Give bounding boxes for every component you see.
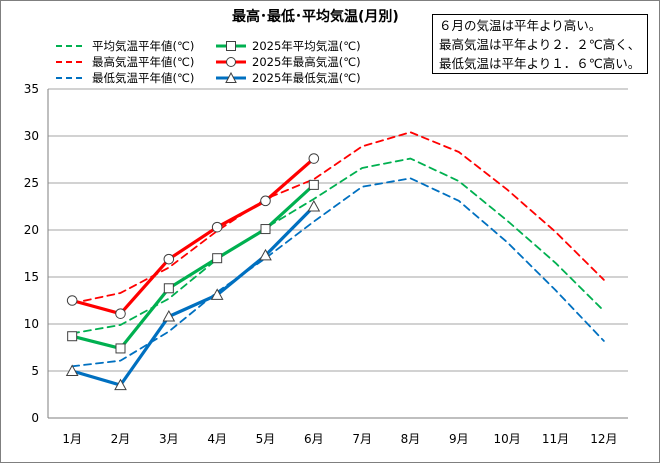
x-tick-label-2: 2月 bbox=[111, 432, 131, 446]
marker-series-3-month-2 bbox=[115, 308, 126, 319]
y-tick-label-30: 30 bbox=[24, 129, 39, 143]
chart-title: 最高･最低･平均気温(月別) bbox=[232, 9, 399, 25]
marker-series-3-month-5 bbox=[260, 195, 271, 207]
series-line-4 bbox=[71, 177, 605, 368]
legend-swatch-max-2025 bbox=[216, 57, 246, 67]
legend-label-min-normal: 最低気温平年値(℃) bbox=[92, 71, 195, 85]
x-tick-label-12: 12月 bbox=[590, 432, 617, 446]
y-tick-label-35: 35 bbox=[24, 82, 39, 96]
series-line-2 bbox=[71, 131, 605, 305]
x-tick-label-11: 11月 bbox=[542, 432, 569, 446]
series-line-1 bbox=[70, 183, 316, 351]
marker-series-5-month-4 bbox=[210, 288, 224, 300]
x-tick-label-10: 10月 bbox=[494, 432, 521, 446]
annotation-line-3: 最低気温は平年より１．６℃高い。 bbox=[439, 56, 641, 71]
annotation-line-1: ６月の気温は平年より高い。 bbox=[439, 18, 602, 33]
series-line-5 bbox=[70, 204, 316, 387]
legend-label-max-normal: 最高気温平年値(℃) bbox=[92, 55, 195, 69]
marker-series-5-month-2 bbox=[114, 378, 127, 391]
legend-label-min-2025: 2025年最低気温(℃) bbox=[252, 71, 361, 85]
marker-series-5-month-6 bbox=[307, 199, 321, 212]
y-tick-label-20: 20 bbox=[24, 223, 39, 237]
legend-label-avg-normal: 平均気温平年値(℃) bbox=[92, 39, 195, 53]
marker-series-1-month-2 bbox=[115, 343, 126, 354]
legend-swatch-min-2025 bbox=[216, 71, 246, 83]
marker-series-3-month-6 bbox=[308, 153, 320, 164]
x-tick-label-7: 7月 bbox=[352, 432, 372, 446]
legend-label-max-2025: 2025年最高気温(℃) bbox=[252, 55, 361, 69]
x-tick-label-4: 4月 bbox=[207, 432, 227, 446]
marker-series-3-month-4 bbox=[211, 221, 223, 233]
marker-series-3-month-1 bbox=[66, 295, 78, 306]
annotation-box: ６月の気温は平年より高い。 最高気温は平年より２．２℃高く、 最低気温は平年より… bbox=[432, 14, 648, 74]
legend-swatch-min-normal bbox=[56, 77, 86, 79]
y-tick-label-0: 0 bbox=[31, 411, 39, 425]
series-line-3 bbox=[70, 156, 316, 316]
annotation-line-2: 最高気温は平年より２．２℃高く、 bbox=[439, 37, 641, 52]
marker-series-5-month-1 bbox=[65, 364, 79, 376]
x-tick-label-5: 5月 bbox=[256, 432, 276, 446]
x-tick-label-1: 1月 bbox=[62, 432, 82, 446]
y-tick-label-25: 25 bbox=[24, 176, 39, 190]
marker-series-5-month-3 bbox=[162, 309, 176, 322]
marker-series-5-month-5 bbox=[259, 248, 272, 261]
y-tick-label-10: 10 bbox=[24, 317, 39, 331]
marker-series-1-month-4 bbox=[212, 253, 223, 264]
x-tick-label-6: 6月 bbox=[304, 432, 324, 446]
marker-series-1-month-3 bbox=[163, 283, 174, 294]
legend-swatch-avg-normal bbox=[56, 45, 86, 47]
marker-series-3-month-3 bbox=[163, 253, 175, 265]
x-tick-label-3: 3月 bbox=[159, 432, 179, 446]
y-tick-label-15: 15 bbox=[24, 270, 39, 284]
y-tick-label-5: 5 bbox=[31, 364, 39, 378]
x-tick-label-8: 8月 bbox=[401, 432, 421, 446]
marker-series-1-month-1 bbox=[67, 331, 78, 342]
legend-swatch-avg-2025 bbox=[216, 41, 246, 51]
legend-swatch-max-normal bbox=[56, 61, 86, 63]
legend-label-avg-2025: 2025年平均気温(℃) bbox=[252, 39, 361, 53]
marker-series-1-month-6 bbox=[308, 179, 319, 190]
marker-series-1-month-5 bbox=[260, 224, 271, 235]
x-tick-label-9: 9月 bbox=[449, 432, 469, 446]
